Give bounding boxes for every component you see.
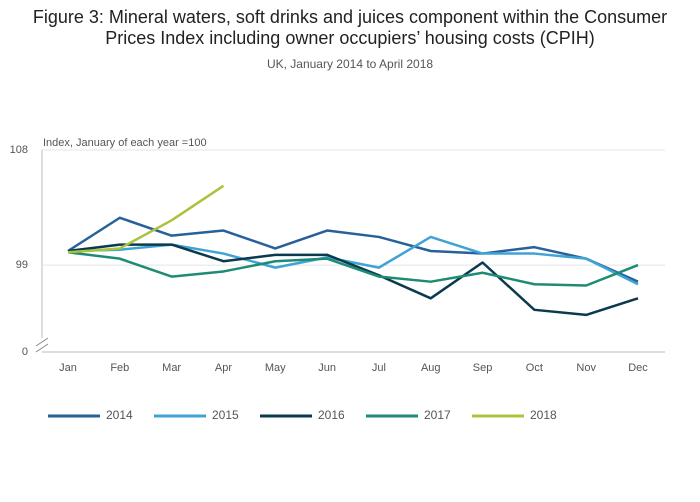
legend-label: 2014 (106, 408, 133, 422)
x-tick-label: Jun (318, 362, 336, 374)
y-tick-label: 108 (10, 144, 28, 156)
series-line (67, 216, 639, 283)
x-tick-label: Sep (473, 362, 493, 374)
axis-break (35, 337, 49, 353)
x-tick-label: Jul (372, 362, 386, 374)
chart-subtitle: UK, January 2014 to April 2018 (266, 57, 434, 71)
x-tick-label: Dec (628, 362, 648, 374)
chart-title: Figure 3: Mineral waters, soft drinks an… (32, 7, 668, 48)
x-tick-label: May (265, 362, 286, 374)
legend-label: 2016 (318, 408, 345, 422)
series-line (67, 243, 639, 317)
x-tick-label: Nov (576, 362, 596, 374)
x-tick-label: Oct (526, 362, 543, 374)
legend-label: 2015 (212, 408, 239, 422)
series-line (67, 184, 225, 254)
y-axis-label: Index, January of each year =100 (43, 137, 207, 149)
x-tick-label: Feb (110, 362, 129, 374)
y-break-label: 0 (22, 346, 28, 358)
x-tick-label: Apr (215, 362, 232, 374)
y-tick-label: 99 (16, 259, 28, 271)
legend-label: 2017 (424, 408, 451, 422)
x-tick-label: Jan (59, 362, 77, 374)
series-line (67, 251, 639, 287)
x-tick-label: Aug (421, 362, 441, 374)
x-tick-label: Mar (162, 362, 181, 374)
legend-label: 2018 (530, 408, 557, 422)
